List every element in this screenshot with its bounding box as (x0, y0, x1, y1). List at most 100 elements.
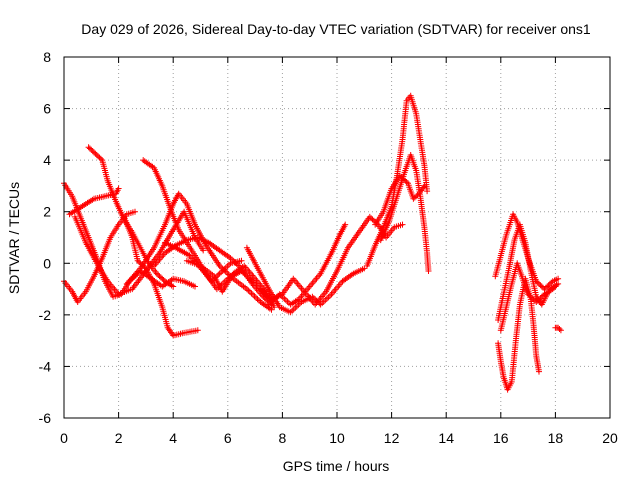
data-point (278, 306, 281, 308)
data-point (74, 216, 76, 218)
data-point (71, 195, 73, 198)
data-point (194, 285, 196, 288)
data-point (527, 257, 529, 259)
y-tick-label: 0 (43, 255, 51, 271)
x-tick-label: 10 (329, 430, 345, 446)
data-point (427, 270, 430, 272)
data-point (161, 285, 164, 288)
data-point (158, 252, 161, 254)
data-point (543, 288, 546, 290)
data-point (374, 244, 377, 247)
data-point (270, 298, 273, 301)
data-point (303, 290, 306, 293)
data-point (229, 257, 232, 259)
data-point (358, 231, 360, 234)
data-point (535, 280, 538, 283)
data-point (194, 236, 196, 239)
data-point (218, 249, 221, 252)
data-point (508, 267, 510, 270)
data-point (551, 280, 554, 283)
data-point (218, 265, 221, 267)
data-point (519, 223, 521, 226)
data-point (202, 249, 205, 252)
data-point (500, 360, 502, 363)
data-point (106, 280, 109, 283)
data-point (401, 138, 404, 141)
data-point (216, 288, 218, 290)
data-points (61, 92, 564, 393)
data-point (101, 159, 104, 161)
y-tick-label: -4 (39, 358, 52, 374)
data-point (319, 303, 322, 306)
data-point (516, 262, 518, 265)
data-point (186, 239, 188, 241)
data-point (87, 236, 90, 239)
y-tick-label: 6 (43, 101, 51, 117)
data-point (535, 296, 538, 298)
data-point (147, 262, 150, 265)
data-point (183, 210, 185, 213)
data-point (500, 254, 502, 257)
data-point (85, 290, 87, 293)
data-point (205, 272, 207, 275)
data-point (289, 303, 292, 306)
data-point (510, 381, 513, 383)
data-point (341, 280, 344, 283)
data-point (532, 324, 535, 326)
data-point (543, 293, 546, 296)
data-point (251, 283, 254, 285)
data-point (145, 267, 147, 270)
data-point (278, 293, 281, 296)
data-point (175, 247, 177, 249)
data-point (93, 275, 95, 277)
data-point (76, 301, 79, 303)
data-point (153, 247, 155, 249)
data-point (186, 203, 188, 205)
data-point (117, 293, 120, 296)
data-point (106, 179, 109, 182)
data-point (188, 254, 191, 257)
data-point (270, 308, 273, 311)
data-point (177, 192, 180, 195)
data-point (164, 280, 166, 283)
data-point (153, 167, 155, 169)
data-point (281, 293, 284, 296)
data-point (172, 285, 174, 288)
data-point (139, 270, 142, 272)
data-point (330, 252, 333, 254)
data-point (246, 247, 248, 249)
data-point (557, 326, 559, 329)
data-point (95, 262, 98, 265)
data-point (76, 208, 79, 210)
x-tick-label: 4 (169, 430, 177, 446)
data-point (259, 288, 262, 290)
data-point (68, 213, 71, 216)
data-point (363, 267, 366, 270)
data-point (505, 306, 508, 308)
data-point (497, 319, 499, 321)
data-point (161, 306, 164, 308)
data-point (297, 298, 300, 301)
data-point (426, 190, 428, 192)
data-point (71, 290, 73, 293)
data-point (120, 293, 123, 296)
data-point (506, 388, 509, 391)
data-point (270, 303, 273, 306)
data-point (213, 275, 215, 277)
data-point (502, 375, 505, 378)
data-point (423, 226, 426, 228)
data-point (308, 285, 311, 288)
data-point (136, 259, 139, 262)
data-point (524, 277, 527, 280)
data-point (207, 241, 210, 244)
data-point (205, 244, 207, 247)
data-point (115, 200, 117, 203)
data-point (325, 290, 327, 293)
data-point (87, 146, 90, 149)
data-point (521, 277, 524, 280)
data-point (423, 164, 426, 167)
x-tick-label: 16 (493, 430, 509, 446)
data-point (393, 226, 396, 228)
data-point (513, 239, 516, 241)
data-point (123, 218, 125, 221)
